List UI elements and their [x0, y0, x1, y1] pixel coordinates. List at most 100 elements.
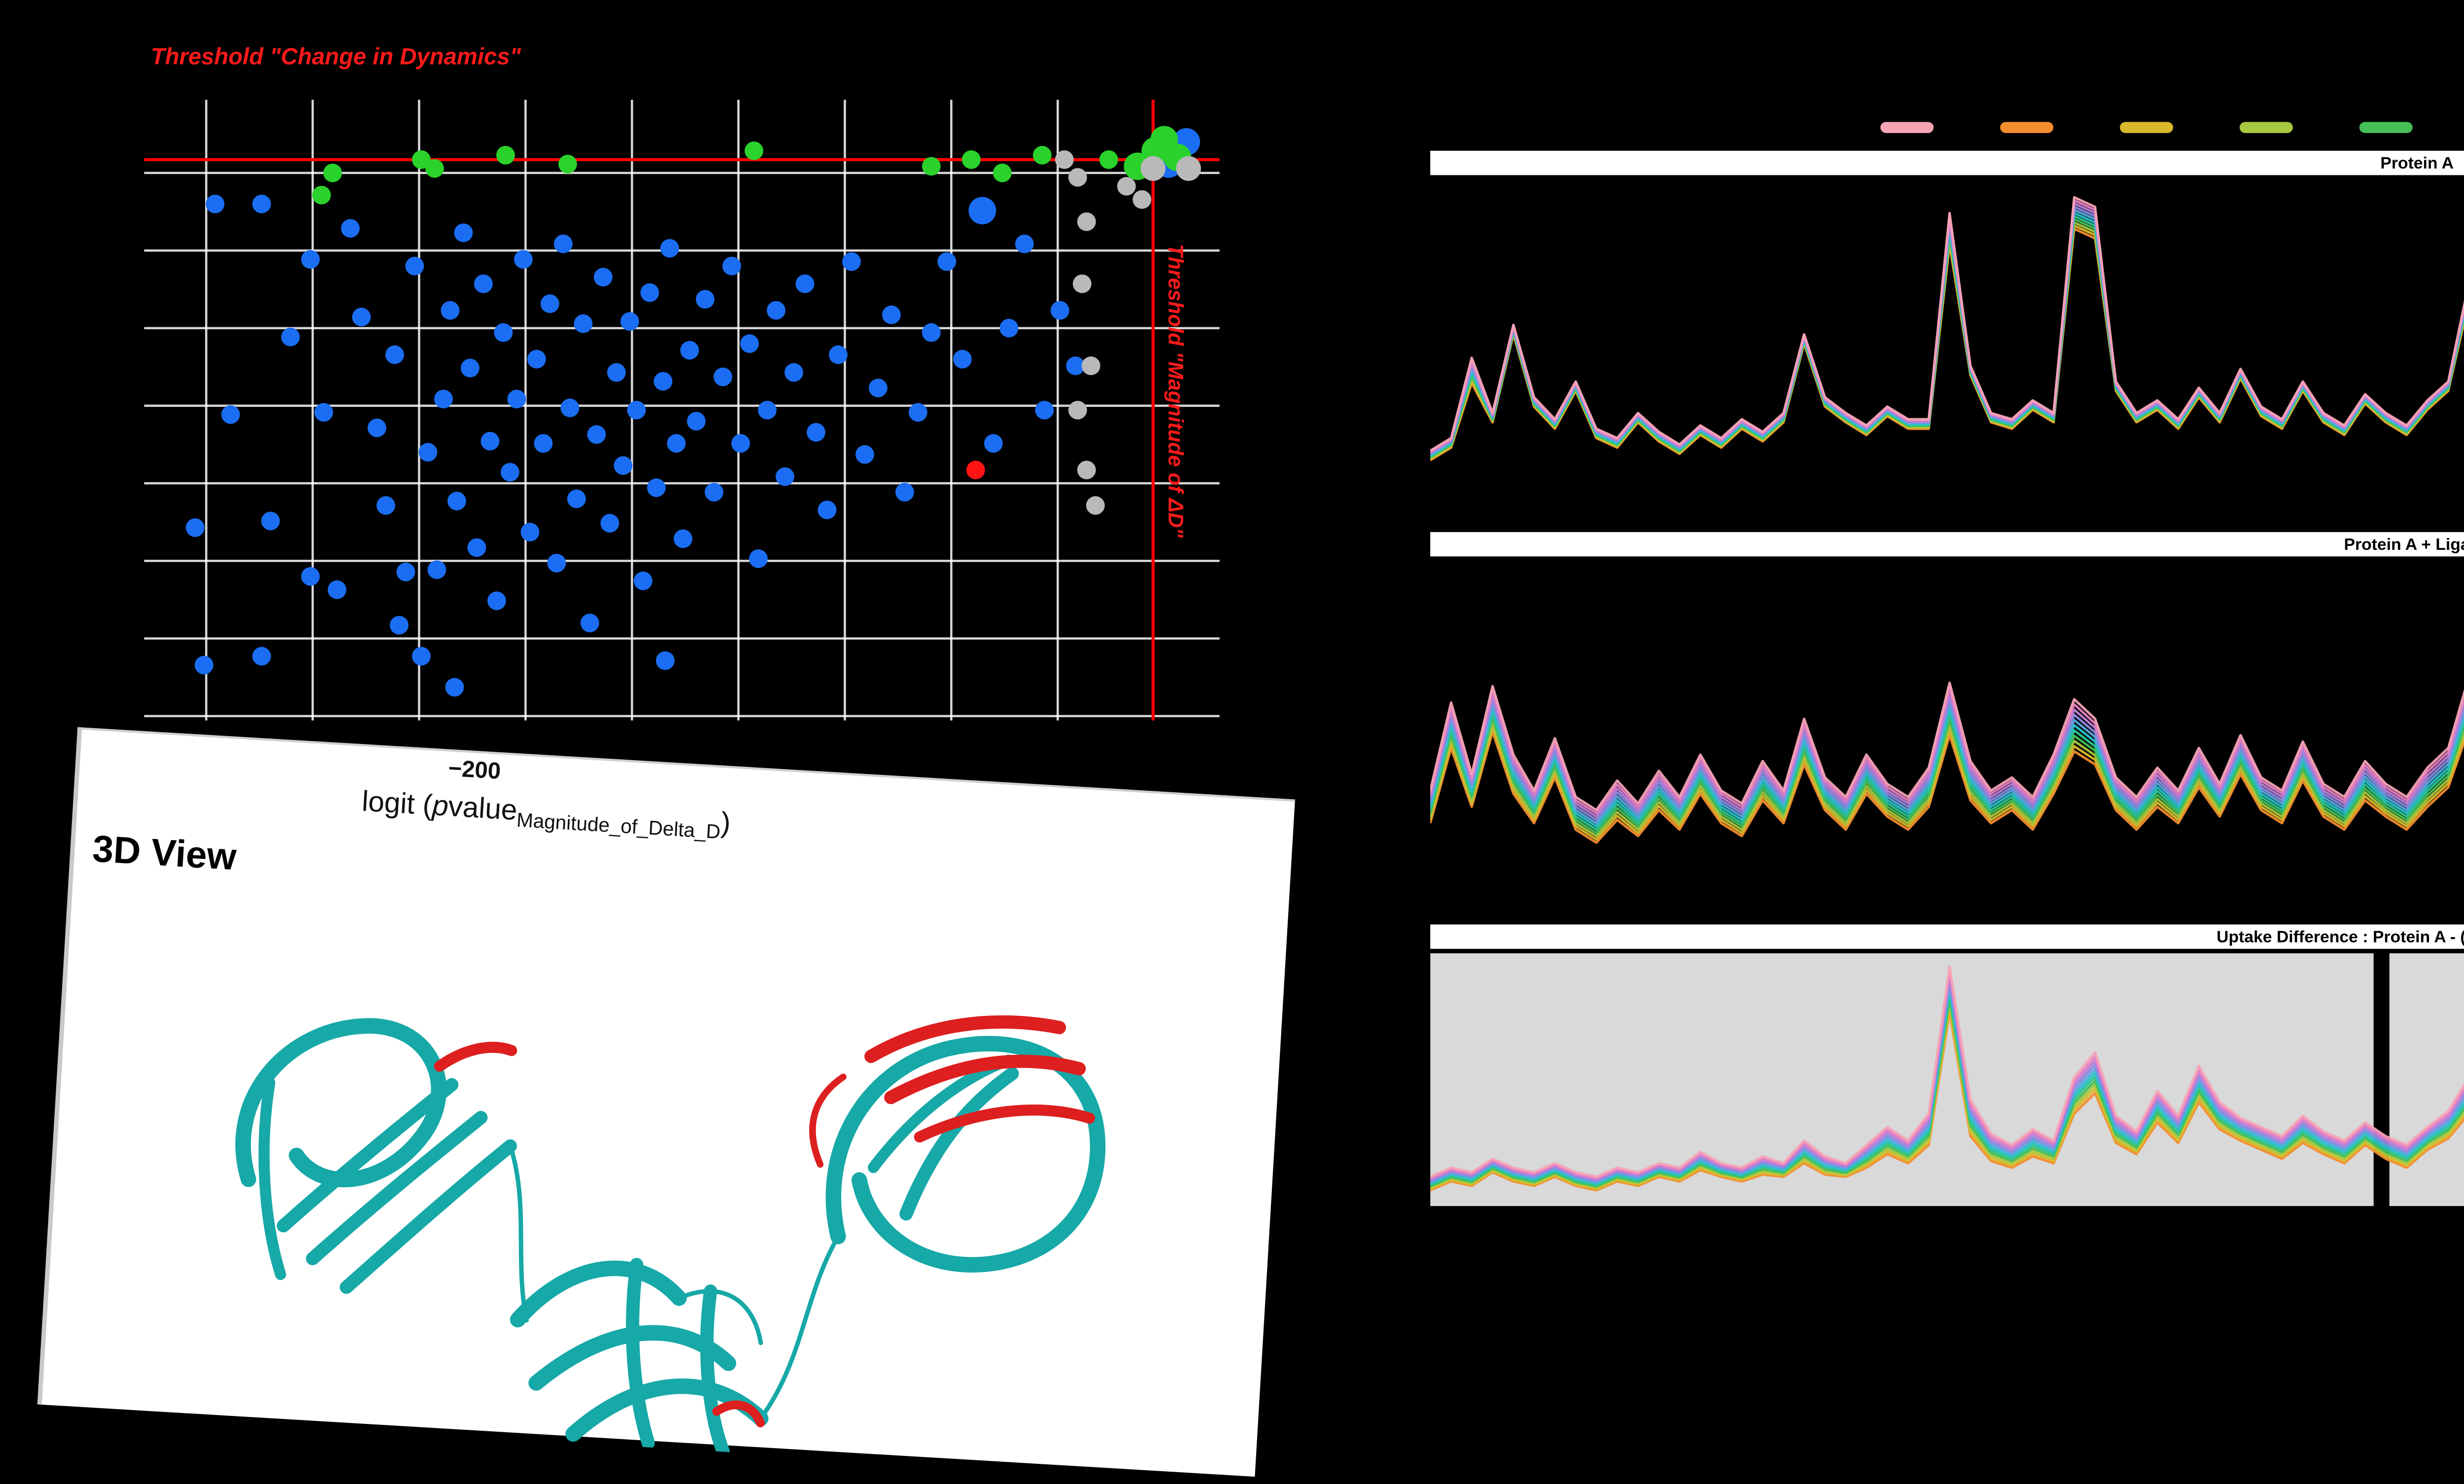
- uptake-series[interactable]: [1430, 196, 2464, 452]
- uptake-series[interactable]: [1430, 626, 2464, 841]
- uptake-series[interactable]: [1430, 587, 2464, 825]
- protein-ribbon-view[interactable]: [68, 860, 1296, 1484]
- uptake-series[interactable]: [1430, 1011, 2464, 1195]
- scatter-point-blue[interactable]: [261, 511, 280, 531]
- scatter-point-gray[interactable]: [1176, 156, 1201, 181]
- scatter-point-gray[interactable]: [1081, 356, 1100, 375]
- scatter-point-blue[interactable]: [687, 412, 706, 431]
- uptake-series[interactable]: [1430, 988, 2464, 1185]
- scatter-point-blue[interactable]: [614, 456, 633, 475]
- scatter-point-blue[interactable]: [390, 616, 409, 635]
- scatter-point-blue[interactable]: [660, 239, 679, 258]
- scatter-point-blue[interactable]: [1050, 301, 1069, 320]
- scatter-point-blue[interactable]: [534, 434, 553, 453]
- scatter-point-blue[interactable]: [461, 359, 479, 377]
- uptake-series[interactable]: [1430, 965, 2464, 1178]
- uptake-series[interactable]: [1430, 618, 2464, 838]
- uptake-series[interactable]: [1430, 563, 2464, 811]
- scatter-point-blue[interactable]: [527, 350, 546, 369]
- scatter-point-blue[interactable]: [705, 483, 723, 502]
- scatter-point-blue[interactable]: [567, 489, 586, 508]
- scatter-point-blue[interactable]: [541, 294, 559, 313]
- scatter-point-green[interactable]: [922, 157, 941, 176]
- scatter-point-blue[interactable]: [784, 363, 803, 382]
- legend-dash[interactable]: [2239, 122, 2293, 133]
- scatter-point-blue[interactable]: [494, 323, 513, 342]
- scatter-point-green[interactable]: [558, 155, 577, 173]
- scatter-point-gray[interactable]: [1140, 156, 1166, 181]
- scatter-point-blue[interactable]: [749, 549, 768, 568]
- scatter-point-green[interactable]: [425, 159, 444, 178]
- scatter-point-blue[interactable]: [953, 350, 972, 369]
- scatter-point-blue[interactable]: [647, 478, 666, 497]
- scatter-point-blue[interactable]: [554, 235, 573, 253]
- scatter-point-blue[interactable]: [328, 580, 346, 599]
- legend-dash[interactable]: [2120, 122, 2173, 133]
- scatter-point-blue[interactable]: [594, 268, 613, 287]
- scatter-point-blue[interactable]: [352, 307, 371, 327]
- uptake-series[interactable]: [1430, 634, 2464, 844]
- scatter-point-blue[interactable]: [828, 345, 848, 364]
- scatter-point-blue[interactable]: [520, 523, 540, 541]
- scatter-point-blue[interactable]: [427, 560, 446, 579]
- scatter-point-blue[interactable]: [968, 197, 996, 225]
- volcano-plot[interactable]: Threshold "Change in Dynamics" Threshold…: [144, 44, 1220, 721]
- scatter-point-blue[interactable]: [574, 314, 593, 333]
- scatter-point-blue[interactable]: [757, 401, 777, 420]
- scatter-point-green[interactable]: [1150, 126, 1178, 154]
- scatter-point-blue[interactable]: [186, 518, 205, 537]
- scatter-point-blue[interactable]: [480, 432, 500, 451]
- scatter-point-blue[interactable]: [775, 467, 794, 486]
- scatter-point-blue[interactable]: [600, 514, 619, 533]
- scatter-point-green[interactable]: [1099, 150, 1118, 169]
- scatter-point-blue[interactable]: [999, 319, 1019, 337]
- scatter-point-blue[interactable]: [195, 656, 213, 675]
- scatter-point-green[interactable]: [412, 150, 431, 169]
- timepoint-legend[interactable]: [1430, 122, 2464, 139]
- scatter-point-blue[interactable]: [447, 492, 466, 510]
- scatter-point-gray[interactable]: [1117, 177, 1136, 196]
- uptake-series[interactable]: [1430, 1006, 2464, 1191]
- scatter-point-blue[interactable]: [454, 223, 473, 242]
- uptake-series[interactable]: [1430, 992, 2464, 1186]
- scatter-point-gray[interactable]: [1055, 150, 1074, 169]
- scatter-point-blue[interactable]: [412, 647, 431, 666]
- legend-dash[interactable]: [2359, 122, 2413, 133]
- scatter-point-blue[interactable]: [640, 283, 659, 302]
- uptake-series[interactable]: [1430, 970, 2464, 1180]
- scatter-point-green[interactable]: [496, 146, 515, 165]
- uptake-series[interactable]: [1430, 572, 2464, 818]
- scatter-point-blue[interactable]: [434, 390, 453, 408]
- scatter-point-blue[interactable]: [368, 418, 386, 438]
- scatter-point-blue[interactable]: [418, 443, 438, 462]
- scatter-point-blue[interactable]: [507, 390, 526, 408]
- scatter-point-blue[interactable]: [984, 434, 1003, 453]
- scatter-point-blue[interactable]: [252, 195, 271, 213]
- uptake-series[interactable]: [1430, 579, 2464, 821]
- scatter-point-blue[interactable]: [656, 651, 675, 670]
- scatter-point-gray[interactable]: [1068, 401, 1087, 420]
- legend-dash[interactable]: [2000, 122, 2053, 133]
- scatter-point-blue[interactable]: [842, 252, 861, 271]
- scatter-point-green[interactable]: [1032, 146, 1052, 165]
- scatter-point-blue[interactable]: [868, 378, 888, 398]
- uptake-series[interactable]: [1430, 997, 2464, 1188]
- scatter-point-blue[interactable]: [922, 323, 941, 342]
- scatter-point-blue[interactable]: [1066, 356, 1085, 375]
- scatter-point-blue[interactable]: [855, 445, 874, 464]
- scatter-point-green[interactable]: [744, 141, 763, 160]
- scatter-point-green[interactable]: [323, 164, 342, 182]
- uptake-series[interactable]: [1430, 983, 2464, 1184]
- scatter-point-blue[interactable]: [627, 401, 646, 420]
- scatter-point-blue[interactable]: [722, 257, 741, 275]
- scatter-point-blue[interactable]: [766, 301, 786, 320]
- scatter-point-blue[interactable]: [937, 252, 957, 271]
- scatter-point-blue[interactable]: [680, 341, 699, 360]
- uptake-series[interactable]: [1430, 595, 2464, 828]
- scatter-point-blue[interactable]: [607, 363, 626, 382]
- scatter-point-blue[interactable]: [731, 434, 750, 453]
- scatter-point-blue[interactable]: [396, 563, 415, 581]
- scatter-point-blue[interactable]: [581, 613, 599, 633]
- scatter-point-gray[interactable]: [1077, 212, 1096, 231]
- scatter-point-green[interactable]: [312, 186, 331, 204]
